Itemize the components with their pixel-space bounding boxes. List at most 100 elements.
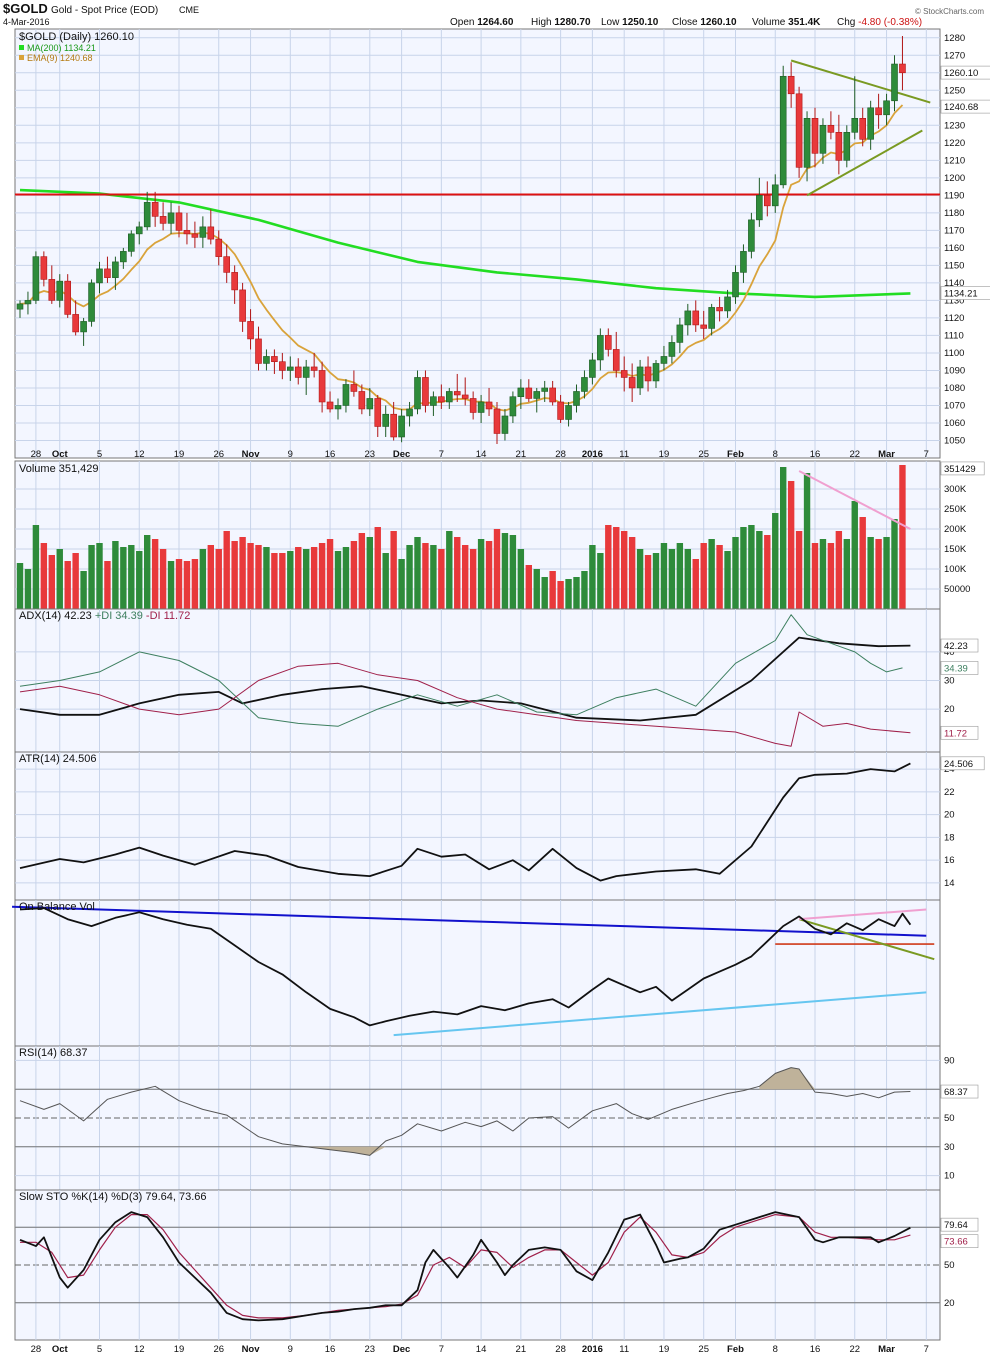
y-tick-label: 300K <box>944 484 967 495</box>
candle-body <box>549 387 556 403</box>
minus-di-last-value: 11.72 <box>944 728 967 739</box>
candle <box>779 65 787 189</box>
candle <box>390 401 397 441</box>
volume-bar <box>851 501 858 609</box>
open-value: 1264.60 <box>477 17 514 28</box>
stochastic-d-last-value: 73.66 <box>944 1237 968 1248</box>
candle-body <box>318 370 326 403</box>
candle-body <box>692 310 700 326</box>
volume-bar <box>406 545 413 609</box>
volume-bar <box>835 531 843 609</box>
exchange-label: CME <box>179 5 199 15</box>
candle-body <box>819 125 827 154</box>
volume-bar <box>48 555 55 609</box>
volume-label: Volume <box>752 17 786 28</box>
candle <box>342 379 350 413</box>
candle-body <box>223 256 230 273</box>
volume-bar <box>32 525 40 609</box>
close-quote: Close 1260.10 <box>672 17 737 28</box>
candle-body <box>803 118 811 168</box>
volume-bar <box>382 553 389 609</box>
close-label: Close <box>672 17 698 28</box>
volume-bar <box>541 577 548 609</box>
volume-bar <box>819 539 827 609</box>
y-tick-label: 10 <box>944 1171 955 1182</box>
candle <box>56 274 64 308</box>
volume-bar <box>573 577 580 609</box>
volume-bar <box>279 553 286 609</box>
candle-body <box>660 356 668 364</box>
candle-body <box>64 280 71 315</box>
date-tick-label-bottom: 7 <box>924 1344 929 1355</box>
candle <box>573 384 580 413</box>
candle-body <box>891 63 898 102</box>
candle-body <box>883 100 890 116</box>
volume-bar <box>310 547 318 609</box>
volume-bar <box>716 545 723 609</box>
volume-bar <box>827 543 835 609</box>
volume-bar <box>159 549 167 609</box>
stochastic-k-last-value: 79.64 <box>944 1220 968 1231</box>
y-tick-label: 1160 <box>944 243 964 254</box>
y-tick-label: 20 <box>944 704 955 715</box>
date-tick-label-bottom: 23 <box>365 1344 376 1355</box>
date-tick-label-bottom: 19 <box>174 1344 185 1355</box>
candle-body <box>732 272 739 298</box>
candle-body <box>573 391 580 406</box>
candle-body <box>899 63 906 74</box>
candle <box>215 230 223 266</box>
volume-bar <box>899 465 906 609</box>
date-tick-label-bottom: 8 <box>773 1344 778 1355</box>
candle <box>732 265 739 304</box>
candle-body <box>120 251 127 263</box>
volume-bar <box>692 559 699 609</box>
volume-bar <box>756 531 763 609</box>
high-label: High <box>531 17 552 28</box>
price-last-value: 1260.10 <box>944 68 978 79</box>
candle-body <box>461 394 469 399</box>
candle <box>128 230 135 257</box>
candle-body <box>80 321 87 333</box>
volume-bar <box>772 513 779 609</box>
volume-bar <box>334 551 342 609</box>
candle <box>541 380 549 402</box>
volume-bar <box>764 535 771 609</box>
date-tick-label-bottom: 11 <box>619 1344 629 1355</box>
candle <box>255 326 262 371</box>
candle-body <box>477 401 485 413</box>
candle-body <box>589 359 596 378</box>
date-tick-label: 28 <box>31 449 42 460</box>
atr-panel-title: ATR(14) 24.506 <box>19 753 96 765</box>
volume-bar <box>430 545 437 609</box>
candle <box>644 356 652 392</box>
candle-body <box>517 387 525 398</box>
volume-bar <box>438 549 445 609</box>
candle-body <box>342 384 350 406</box>
candle-body <box>247 321 254 340</box>
volume-bar <box>525 565 532 609</box>
y-tick-label: 20 <box>944 1298 955 1309</box>
candle <box>334 398 342 420</box>
candle-body <box>183 230 191 235</box>
candle-body <box>485 401 493 410</box>
candle-body <box>565 405 572 420</box>
candle-body <box>263 356 270 364</box>
candle <box>422 370 429 413</box>
candle <box>24 291 32 315</box>
candle <box>724 289 731 318</box>
y-tick-label: 1220 <box>944 138 965 149</box>
candle <box>795 86 803 178</box>
y-tick-label: 250K <box>944 504 967 515</box>
candle <box>64 274 71 318</box>
candle-body <box>636 366 644 389</box>
close-value: 1260.10 <box>700 17 737 28</box>
candle <box>891 55 898 112</box>
date-tick-label-bottom: 25 <box>698 1344 709 1355</box>
candle-body <box>358 391 366 410</box>
candle-body <box>207 226 215 240</box>
candle-body <box>16 303 24 310</box>
date-tick-label: 23 <box>365 449 376 460</box>
y-tick-label: 1230 <box>944 120 965 131</box>
atr-last-value-box <box>940 756 985 771</box>
candle-body <box>708 307 715 329</box>
